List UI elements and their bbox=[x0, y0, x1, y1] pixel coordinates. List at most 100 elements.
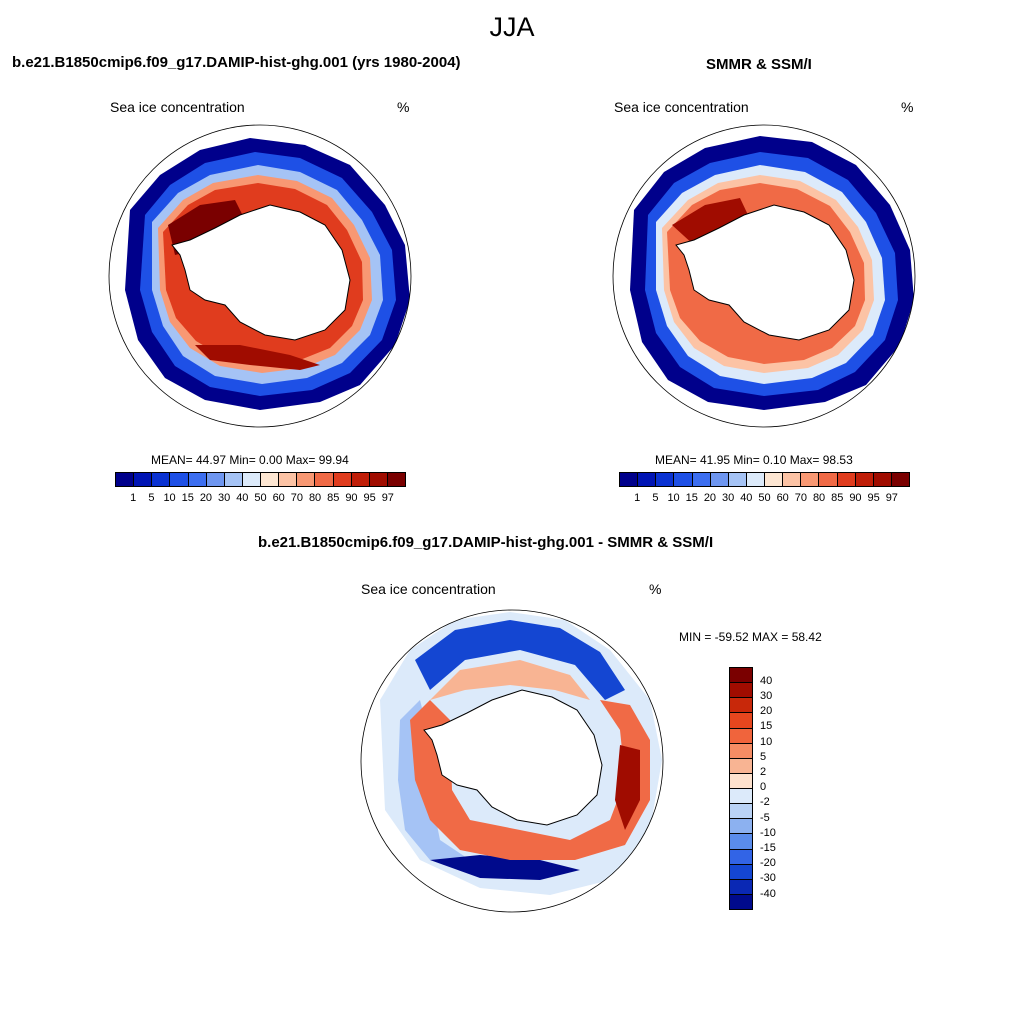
diff-colorbar-tick-label: -20 bbox=[760, 857, 776, 870]
model-colorbar-swatch bbox=[242, 473, 261, 486]
obs-colorbar-tick-label: 60 bbox=[776, 492, 789, 504]
diff-colorbar-tick-label: -10 bbox=[760, 826, 776, 839]
obs-colorbar-tick-label: 15 bbox=[685, 492, 698, 504]
obs-colorbar-swatch bbox=[783, 473, 802, 486]
model-panel-title: b.e21.B1850cmip6.f09_g17.DAMIP-hist-ghg.… bbox=[12, 54, 461, 71]
model-colorbar-tick-label: 1 bbox=[130, 492, 137, 504]
obs-colorbar-swatch bbox=[656, 473, 675, 486]
model-colorbar-labels: 1 5 10 15 20 30 40 50 60 70 80 85 90 95 97 bbox=[115, 492, 406, 506]
diff-stats: MIN = -59.52 MAX = 58.42 bbox=[679, 630, 822, 644]
obs-colorbar-swatch bbox=[746, 473, 765, 486]
obs-colorbar-tick-label: 97 bbox=[885, 492, 898, 504]
model-colorbar-swatch bbox=[369, 473, 388, 486]
diff-panel-title: b.e21.B1850cmip6.f09_g17.DAMIP-hist-ghg.… bbox=[258, 534, 714, 551]
model-colorbar-tick-label: 70 bbox=[290, 492, 303, 504]
obs-colorbar-swatch bbox=[620, 473, 639, 486]
diff-colorbar-tick-label: 10 bbox=[760, 735, 773, 748]
diff-colorbar-tick-label: 5 bbox=[760, 750, 767, 763]
obs-colorbar-tick-label: 40 bbox=[740, 492, 753, 504]
model-colorbar-swatch bbox=[134, 473, 153, 486]
obs-colorbar-swatch bbox=[674, 473, 693, 486]
diff-antarctica bbox=[423, 689, 603, 826]
obs-colorbar-tick-label: 85 bbox=[831, 492, 844, 504]
model-stats: MEAN= 44.97 Min= 0.00 Max= 99.94 bbox=[151, 453, 349, 467]
model-colorbar-swatch bbox=[351, 473, 370, 486]
obs-colorbar-swatch bbox=[891, 473, 909, 486]
model-colorbar-tick-label: 50 bbox=[254, 492, 267, 504]
diff-variable-label: Sea ice concentration bbox=[361, 581, 496, 597]
diff-colorbar-swatch bbox=[730, 849, 752, 865]
model-colorbar-swatch bbox=[170, 473, 189, 486]
model-colorbar-tick-label: 60 bbox=[272, 492, 285, 504]
obs-colorbar-tick-label: 1 bbox=[634, 492, 641, 504]
diff-colorbar bbox=[729, 667, 753, 910]
model-antarctica bbox=[171, 204, 351, 341]
obs-colorbar-tick-label: 20 bbox=[703, 492, 717, 504]
model-variable-label: Sea ice concentration bbox=[110, 99, 245, 115]
model-map-border bbox=[108, 124, 412, 428]
diff-colorbar-tick-label: -30 bbox=[760, 872, 776, 885]
model-colorbar-tick-label: 10 bbox=[163, 492, 176, 504]
diff-field bbox=[380, 612, 662, 895]
model-colorbar bbox=[115, 472, 406, 487]
diff-colorbar-swatch bbox=[730, 668, 752, 684]
model-colorbar-swatch bbox=[279, 473, 298, 486]
model-colorbar-tick-label: 80 bbox=[308, 492, 322, 504]
model-colorbar-tick-label: 97 bbox=[381, 492, 394, 504]
diff-colorbar-swatch bbox=[730, 834, 752, 850]
diff-colorbar-swatch bbox=[730, 743, 752, 759]
model-colorbar-swatch bbox=[224, 473, 243, 486]
obs-colorbar-tick-label: 30 bbox=[722, 492, 735, 504]
diff-colorbar-swatch bbox=[730, 789, 752, 805]
diff-colorbar-swatch bbox=[730, 683, 752, 699]
obs-units-label: % bbox=[901, 99, 914, 115]
obs-panel-title: SMMR & SSM/I bbox=[706, 56, 812, 73]
model-colorbar-tick-label: 40 bbox=[236, 492, 249, 504]
obs-colorbar bbox=[619, 472, 910, 487]
model-colorbar-tick-label: 90 bbox=[345, 492, 358, 504]
diff-colorbar-swatch bbox=[730, 758, 752, 774]
model-colorbar-tick-label: 95 bbox=[363, 492, 376, 504]
obs-colorbar-tick-label: 90 bbox=[849, 492, 862, 504]
obs-colorbar-swatch bbox=[873, 473, 892, 486]
obs-colorbar-swatch bbox=[819, 473, 838, 486]
obs-colorbar-swatch bbox=[692, 473, 711, 486]
diff-colorbar-swatch bbox=[730, 728, 752, 744]
diff-colorbar-tick-label: 20 bbox=[760, 705, 773, 718]
obs-colorbar-swatch bbox=[710, 473, 729, 486]
model-colorbar-swatch bbox=[315, 473, 334, 486]
obs-variable-label: Sea ice concentration bbox=[614, 99, 749, 115]
diff-colorbar-swatch bbox=[730, 819, 752, 835]
diff-colorbar-swatch bbox=[730, 698, 752, 714]
diff-colorbar-tick-label: -15 bbox=[760, 841, 776, 854]
diff-colorbar-tick-label: -2 bbox=[760, 796, 770, 809]
model-units-label: % bbox=[397, 99, 410, 115]
obs-colorbar-swatch bbox=[855, 473, 874, 486]
model-colorbar-tick-label: 85 bbox=[327, 492, 340, 504]
diff-map-border bbox=[360, 609, 664, 913]
obs-colorbar-tick-label: 80 bbox=[812, 492, 826, 504]
diff-colorbar-labels: 40 30 20 15 10 5 2 0 -2 -5 -10 -15 -20 -30 -40 bbox=[760, 667, 800, 910]
model-colorbar-swatch bbox=[206, 473, 225, 486]
obs-colorbar-labels: 1 5 10 15 20 30 40 50 60 70 80 85 90 95 97 bbox=[619, 492, 910, 506]
model-colorbar-swatch bbox=[261, 473, 280, 486]
model-colorbar-swatch bbox=[188, 473, 207, 486]
obs-ice-field bbox=[630, 136, 914, 410]
model-colorbar-tick-label: 15 bbox=[181, 492, 194, 504]
diff-colorbar-swatch bbox=[730, 864, 752, 880]
model-colorbar-swatch bbox=[333, 473, 352, 486]
diff-colorbar-swatch bbox=[730, 879, 752, 895]
diff-colorbar-swatch bbox=[730, 773, 752, 789]
obs-colorbar-tick-label: 95 bbox=[867, 492, 880, 504]
model-ice-field bbox=[125, 138, 410, 410]
obs-colorbar-tick-label: 10 bbox=[667, 492, 680, 504]
model-colorbar-swatch bbox=[116, 473, 135, 486]
obs-colorbar-swatch bbox=[728, 473, 747, 486]
model-colorbar-swatch bbox=[387, 473, 405, 486]
diff-colorbar-swatch bbox=[730, 894, 752, 909]
diff-colorbar-tick-label: -5 bbox=[760, 811, 770, 824]
obs-stats: MEAN= 41.95 Min= 0.10 Max= 98.53 bbox=[655, 453, 853, 467]
obs-colorbar-tick-label: 70 bbox=[794, 492, 807, 504]
diff-colorbar-tick-label: 0 bbox=[760, 781, 767, 794]
